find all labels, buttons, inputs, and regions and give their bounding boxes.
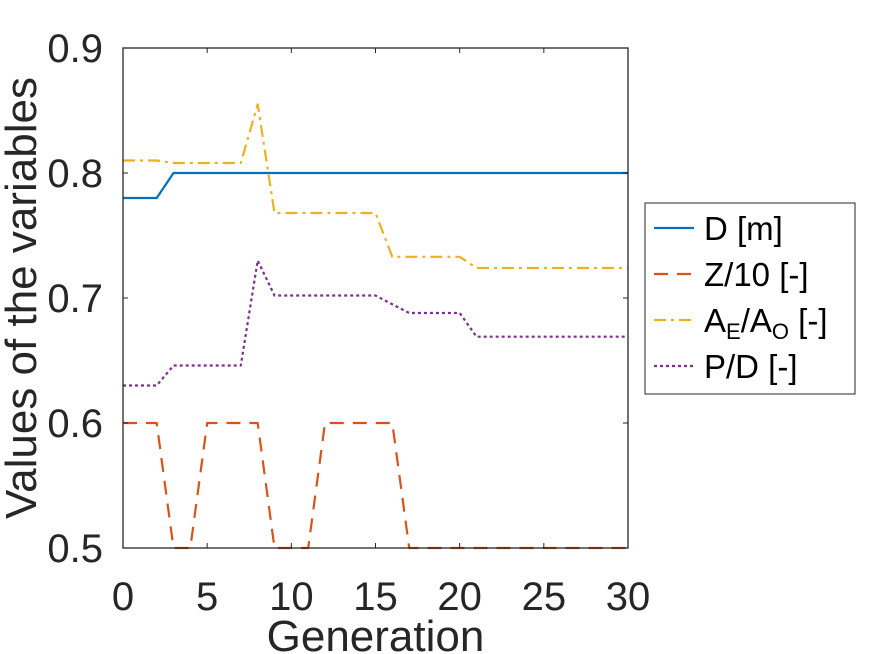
series-line-2 [123, 103, 628, 270]
series-line-3 [123, 259, 628, 387]
y-axis-label: Values of the variables [0, 77, 46, 519]
x-tick-label: 15 [353, 575, 398, 619]
plot-area [123, 48, 628, 548]
x-tick-label: 25 [522, 575, 567, 619]
y-tick-label: 0.7 [47, 277, 103, 321]
legend-label-0: D [m] [704, 210, 783, 247]
legend-label-2: AE/AO [-] [704, 302, 828, 344]
x-tick-label: 5 [196, 575, 218, 619]
y-tick-label: 0.6 [47, 402, 103, 446]
legend-label-part: /A [741, 302, 772, 339]
ticks-layer: 0 5 10 15 20 25 30 0.5 0.6 0.7 0.8 0.9 [47, 27, 650, 619]
x-tick-label: 20 [437, 575, 482, 619]
y-tick-label: 0.5 [47, 527, 103, 571]
legend: D [m] Z/10 [-] AE/AO [-] P/D [-] [644, 202, 856, 395]
x-tick-label: 10 [269, 575, 314, 619]
legend-label-part: O [772, 319, 789, 344]
legend-label-part: E [726, 319, 741, 344]
y-tick-label: 0.9 [47, 27, 103, 71]
legend-label-1: Z/10 [-] [704, 256, 809, 293]
x-axis-label: Generation [267, 612, 485, 654]
x-tick-label: 0 [112, 575, 134, 619]
legend-label-3: P/D [-] [704, 348, 798, 385]
legend-label-part: [-] [789, 302, 828, 339]
x-tick-label: 30 [606, 575, 651, 619]
legend-label-part: A [704, 302, 726, 339]
legend-box [644, 202, 856, 395]
y-tick-label: 0.8 [47, 152, 103, 196]
series-line-0 [123, 171, 628, 200]
